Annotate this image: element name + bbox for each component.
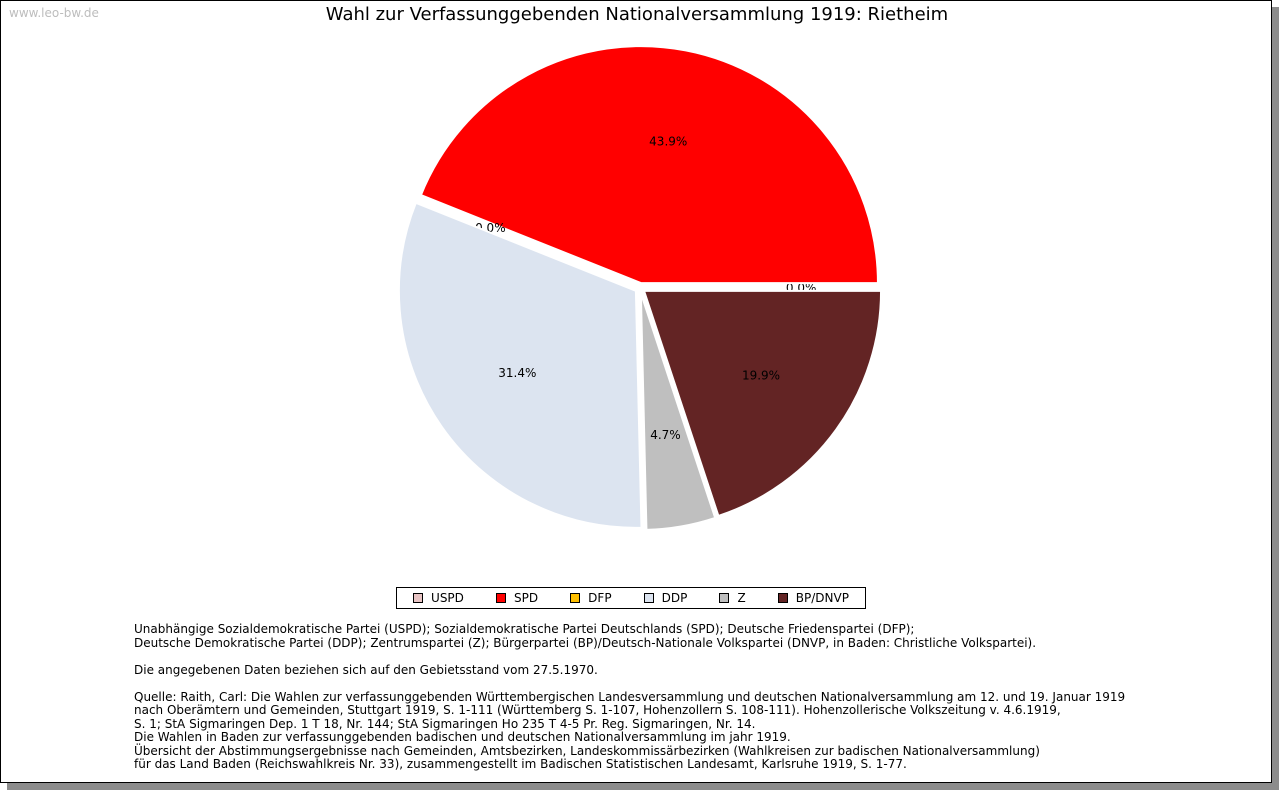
notes-parties-line-1: Unabhängige Sozialdemokratische Partei (… xyxy=(134,622,915,636)
pie-slice-ddp xyxy=(397,201,643,529)
pie-label-ddp: 31.4% xyxy=(498,366,536,380)
legend-swatch-uspd xyxy=(413,593,424,603)
notes: Unabhängige Sozialdemokratische Partei (… xyxy=(134,622,1234,772)
legend-item-spd: SPD xyxy=(496,591,538,605)
legend-item-uspd: USPD xyxy=(413,591,464,605)
legend-label-spd: SPD xyxy=(514,591,539,605)
legend-label-uspd: USPD xyxy=(431,591,464,605)
notes-source-line-5: Übersicht der Abstimmungsergebnisse nach… xyxy=(134,743,1040,758)
legend: USPD SPD DFP DDP Z BP/DNVP xyxy=(396,587,866,609)
pie-label-spd: 43.9% xyxy=(649,134,687,148)
legend-item-dfp: DFP xyxy=(570,591,612,605)
notes-source-line-3: S. 1; StA Sigmaringen Dep. 1 T 18, Nr. 1… xyxy=(134,716,756,731)
pie-label-z: 4.7% xyxy=(650,428,681,442)
legend-swatch-z xyxy=(719,593,730,603)
legend-label-bp-dnvp: BP/DNVP xyxy=(795,591,849,605)
legend-swatch-bp-dnvp xyxy=(777,593,788,603)
chart-title: Wahl zur Verfassunggebenden Nationalvers… xyxy=(325,4,949,25)
legend-swatch-spd xyxy=(496,593,506,603)
watermark: www.leo-bw.de xyxy=(9,6,99,20)
notes-source-line-2: nach Oberämtern und Gemeinden, Stuttgart… xyxy=(134,703,1061,717)
legend-label-dfp: DFP xyxy=(588,591,612,605)
notes-source-line-4: Die Wahlen in Baden zur verfassunggebend… xyxy=(134,730,791,744)
legend-item-bp-dnvp: BP/DNVP xyxy=(777,591,849,605)
legend-label-z: Z xyxy=(737,591,746,605)
notes-source-line-6: für das Land Baden (Reichswahlkreis Nr. … xyxy=(134,757,907,771)
legend-label-ddp: DDP xyxy=(661,591,688,605)
legend-item-ddp: DDP xyxy=(643,591,688,605)
pie-slice-spd xyxy=(419,45,879,285)
pie-chart: 0.0%43.9%0.0%31.4%4.7%19.9% xyxy=(397,45,883,531)
notes-territory: Die angegebenen Daten beziehen sich auf … xyxy=(134,662,598,677)
notes-source-line-1: Quelle: Raith, Carl: Die Wahlen zur verf… xyxy=(134,689,1126,704)
legend-swatch-dfp xyxy=(570,593,581,603)
legend-item-z: Z xyxy=(719,591,746,605)
pie-slice-z xyxy=(639,292,717,531)
notes-parties-line-2: Deutsche Demokratische Partei (DDP); Zen… xyxy=(134,635,1037,650)
legend-swatch-ddp xyxy=(643,593,654,603)
pie-slice-bp-dnvp xyxy=(642,289,883,518)
pie-label-bp-dnvp: 19.9% xyxy=(742,368,780,382)
